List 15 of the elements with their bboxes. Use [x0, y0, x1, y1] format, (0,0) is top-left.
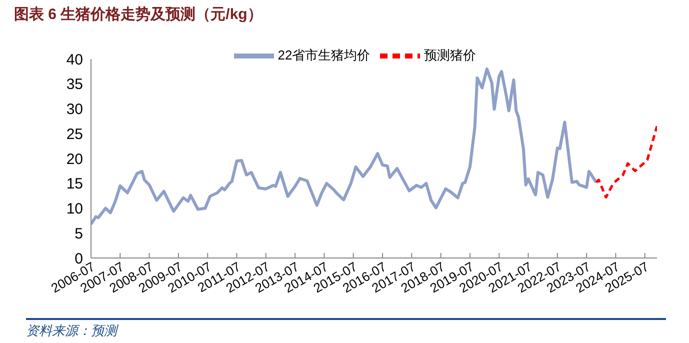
- chart-title: 图表 6 生猪价格走势及预测（元/kg）: [14, 5, 262, 24]
- y-tick-label: 35: [66, 76, 83, 94]
- legend-label: 22省市生猪均价: [278, 47, 370, 62]
- y-tick-label: 20: [66, 150, 83, 168]
- line-series: [595, 124, 657, 199]
- y-tick-label: 25: [66, 126, 83, 143]
- line-series: [91, 67, 598, 226]
- y-tick-label: 0: [74, 250, 83, 268]
- legend-label: 预测猪价: [424, 47, 476, 62]
- y-tick-label: 5: [74, 225, 83, 242]
- y-tick-label: 15: [66, 176, 83, 193]
- y-tick-label: 30: [66, 101, 83, 118]
- y-tick-label: 40: [66, 51, 83, 68]
- y-tick-label: 10: [66, 200, 83, 218]
- text: 资料来源：预测: [26, 322, 117, 340]
